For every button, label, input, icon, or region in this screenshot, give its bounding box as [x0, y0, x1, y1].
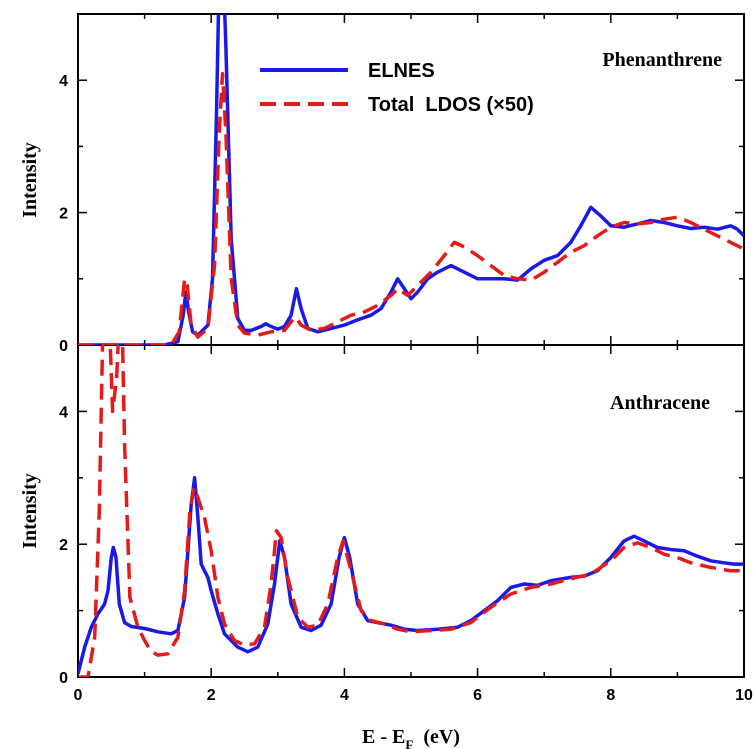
y-axis-label-bottom: Intensity: [19, 473, 41, 549]
x-axis-label-unit: (eV): [423, 726, 460, 748]
legend-label-total-ldos: Total LDOS (×50): [368, 94, 534, 116]
x-tick-label-2: 4: [340, 687, 349, 704]
y-tick-label-bottom-1: 2: [59, 537, 68, 554]
legend: ELNES Total LDOS (×50): [260, 60, 534, 116]
legend-label-elnes: ELNES: [368, 60, 435, 82]
panel-title-phenanthrene: Phenanthrene: [602, 49, 722, 71]
y-tick-label-top-1: 2: [59, 206, 68, 223]
series-line-bottom-total-ldos: [78, 345, 744, 677]
x-tick-label-4: 8: [606, 687, 615, 704]
x-tick-label-3: 6: [473, 687, 482, 704]
series-line-top-total-ldos: [78, 71, 744, 345]
tick-labels-layer: 0 2 4 0 2 4 0 2 4 6 8 10: [59, 73, 753, 704]
y-tick-label-bottom-2: 4: [59, 404, 68, 421]
ticks-layer: [77, 13, 745, 678]
y-tick-label-bottom-0: 0: [59, 670, 68, 687]
y-axis-label-top: Intensity: [19, 142, 41, 218]
x-axis-label-subscript: F: [405, 737, 413, 749]
y-tick-label-top-0: 0: [59, 338, 68, 355]
series-line-bottom-elnes: [78, 476, 744, 675]
series-layer: [78, 14, 744, 677]
x-tick-label-5: 10: [735, 687, 753, 704]
y-tick-label-top-2: 4: [59, 73, 68, 90]
x-axis-label-main: E - E: [362, 726, 405, 748]
x-tick-label-0: 0: [74, 687, 83, 704]
x-tick-label-1: 2: [207, 687, 216, 704]
x-axis-label: E - EF (eV): [362, 726, 460, 749]
panel-title-anthracene: Anthracene: [610, 392, 710, 414]
